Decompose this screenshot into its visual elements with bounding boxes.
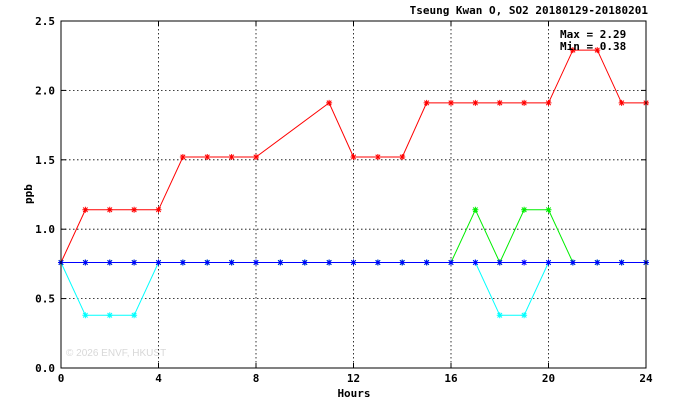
data-point	[277, 259, 284, 266]
y-tick-label: 1.0	[35, 223, 55, 236]
data-point	[521, 99, 528, 106]
x-tick-label: 20	[542, 372, 555, 385]
data-point	[253, 154, 259, 161]
data-point	[594, 259, 601, 266]
data-point	[131, 206, 138, 213]
data-point	[594, 47, 601, 54]
data-point	[399, 154, 406, 161]
series-4	[58, 259, 649, 266]
data-point	[204, 259, 211, 266]
ticks: 0 4 8 12 16 20 24 0.0 0.5 1.0 1.5 2.0 2.5	[35, 15, 653, 385]
data-point	[521, 312, 528, 319]
x-tick-label: 0	[58, 372, 65, 385]
x-tick-label: 4	[155, 372, 162, 385]
data-point	[496, 259, 503, 266]
data-point	[618, 99, 625, 106]
min-annotation: Min = 0.38	[560, 40, 626, 53]
data-point	[301, 259, 308, 266]
data-point	[423, 99, 430, 106]
max-annotation: Max = 2.29	[560, 28, 626, 41]
data-point	[326, 99, 333, 106]
x-tick-label: 24	[639, 372, 653, 385]
data-point	[179, 259, 186, 266]
data-point	[82, 312, 89, 319]
y-tick-label: 2.5	[35, 15, 55, 28]
watermark: © 2026 ENVF, HKUST	[66, 348, 166, 359]
series-3	[58, 206, 649, 266]
data-point	[350, 154, 357, 161]
x-tick-label: 8	[253, 372, 260, 385]
data-point	[374, 154, 381, 161]
data-point	[448, 259, 454, 266]
data-point	[496, 312, 503, 319]
y-tick-label: 0.5	[35, 293, 55, 306]
data-point	[472, 259, 479, 266]
y-tick-label: 1.5	[35, 154, 55, 167]
data-point	[155, 206, 162, 213]
data-point	[521, 206, 528, 213]
chart-title: Tseung Kwan O, SO2 20180129-20180201	[410, 4, 649, 17]
data-point	[326, 259, 333, 266]
data-point	[496, 99, 503, 106]
series-layer	[58, 47, 649, 319]
data-point	[179, 154, 186, 161]
data-point	[82, 206, 89, 213]
data-point	[545, 206, 552, 213]
data-point	[569, 259, 576, 266]
series-1	[58, 47, 649, 266]
data-point	[106, 312, 113, 319]
data-point	[374, 259, 381, 266]
data-point	[204, 154, 211, 161]
data-point	[350, 259, 357, 266]
data-point	[253, 259, 259, 266]
data-point	[448, 99, 454, 106]
data-point	[399, 259, 406, 266]
data-point	[472, 99, 479, 106]
grid	[61, 21, 646, 368]
y-tick-label: 2.0	[35, 84, 55, 97]
data-point	[472, 206, 479, 213]
data-point	[106, 206, 113, 213]
data-point	[423, 259, 430, 266]
data-point	[228, 154, 235, 161]
data-point	[521, 259, 528, 266]
data-point	[106, 259, 113, 266]
x-axis-label: Hours	[337, 387, 370, 400]
data-point	[545, 99, 552, 106]
data-point	[131, 312, 138, 319]
data-point	[228, 259, 235, 266]
data-point	[545, 259, 552, 266]
data-point	[569, 47, 576, 54]
data-point	[82, 259, 89, 266]
data-point	[618, 259, 625, 266]
x-tick-label: 12	[347, 372, 360, 385]
data-point	[155, 259, 162, 266]
y-axis-label: ppb	[22, 184, 35, 204]
data-point	[131, 259, 138, 266]
y-tick-label: 0.0	[35, 362, 55, 375]
x-tick-label: 16	[444, 372, 458, 385]
